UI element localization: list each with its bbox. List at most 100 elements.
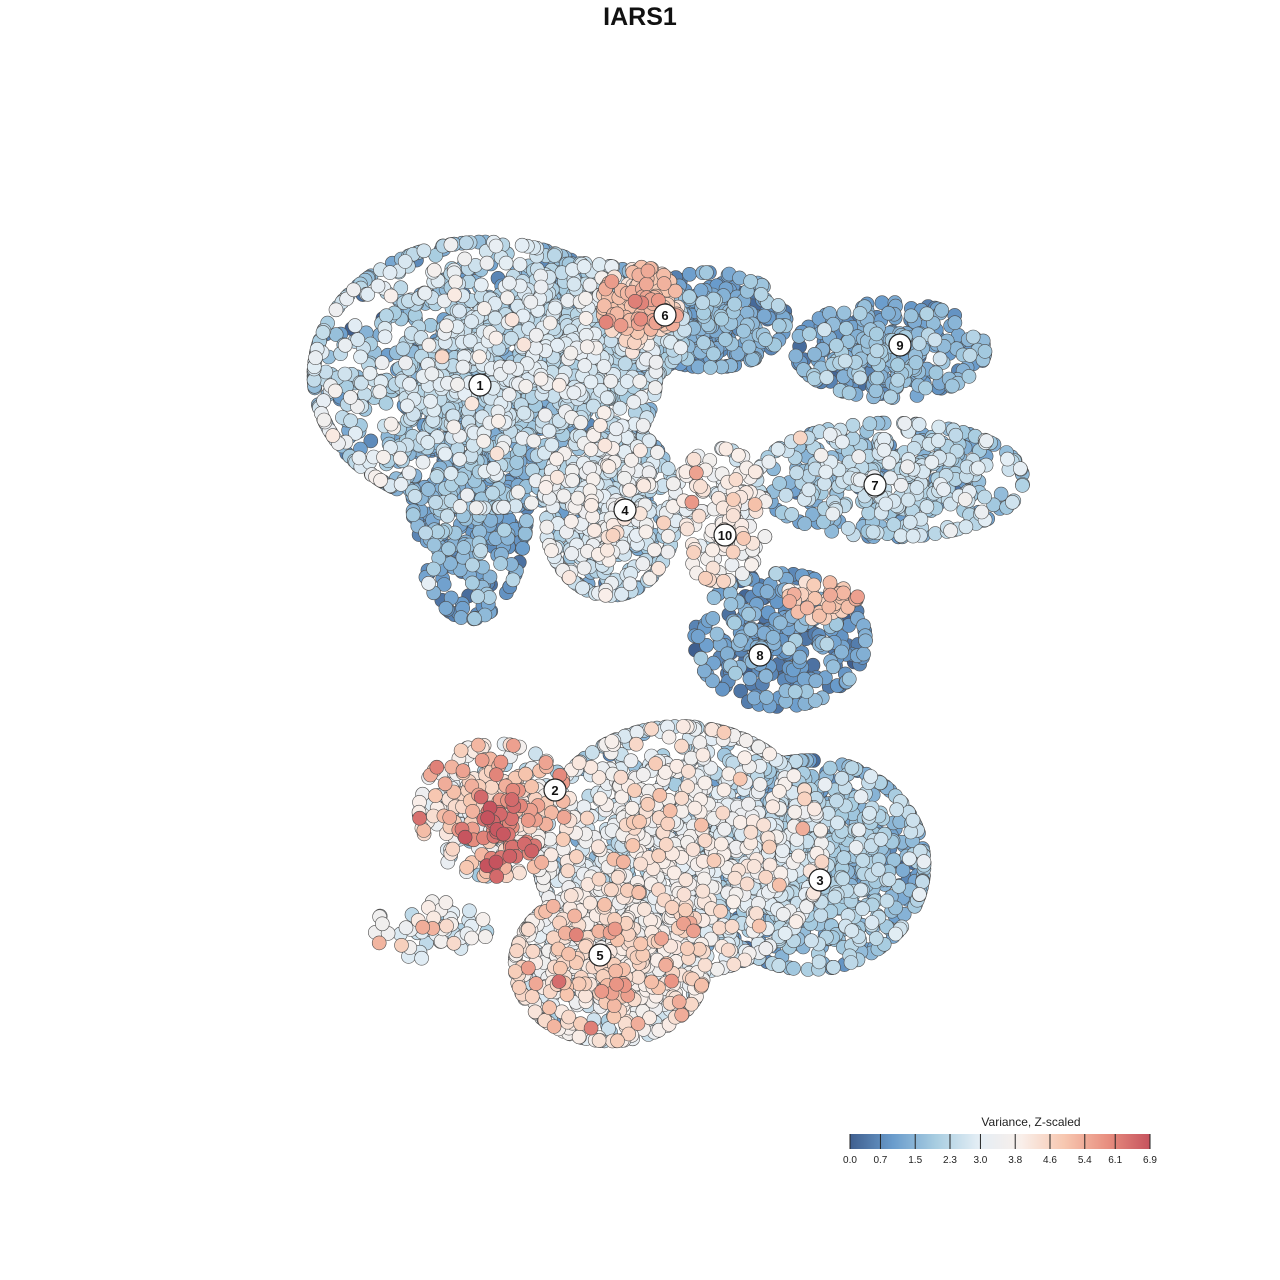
data-point: [695, 295, 711, 311]
data-point: [660, 461, 676, 476]
data-point: [429, 469, 445, 484]
data-point: [723, 597, 739, 612]
data-point: [720, 646, 735, 662]
data-point: [915, 874, 930, 890]
data-point: [428, 495, 444, 510]
data-point: [843, 955, 859, 970]
data-point: [728, 665, 743, 681]
data-point: [870, 862, 886, 877]
data-point: [807, 346, 822, 362]
data-point: [517, 526, 533, 541]
data-point: [855, 901, 870, 917]
data-point: [516, 405, 532, 421]
data-point: [703, 360, 718, 375]
data-point: [485, 485, 500, 501]
data-point: [852, 370, 868, 386]
data-point: [789, 465, 805, 481]
chart-title: IARS1: [603, 3, 677, 31]
data-point: [765, 630, 781, 645]
data-point: [496, 522, 512, 538]
data-point: [706, 590, 722, 606]
data-point: [440, 508, 455, 524]
data-point: [903, 308, 919, 324]
data-point: [416, 243, 432, 259]
data-point: [856, 646, 871, 662]
data-point: [519, 513, 534, 529]
data-point: [753, 287, 769, 302]
data-point: [681, 289, 697, 305]
data-point: [834, 644, 849, 660]
data-point: [464, 575, 480, 591]
data-point: [928, 365, 944, 381]
data-point: [746, 690, 762, 706]
data-point: [977, 489, 992, 505]
data-point: [836, 850, 852, 866]
data-point: [759, 584, 775, 600]
data-point: [807, 371, 822, 387]
data-point: [900, 492, 916, 508]
data-point: [493, 556, 508, 571]
data-point: [456, 540, 472, 555]
data-point: [733, 683, 749, 699]
data-point: [743, 274, 758, 289]
data-point: [717, 332, 733, 347]
data-point: [932, 351, 948, 367]
data-point: [862, 416, 878, 432]
data-point: [817, 322, 832, 338]
data-point: [840, 521, 856, 536]
data-point: [869, 370, 885, 386]
data-point: [858, 633, 873, 649]
data-point: [934, 302, 950, 318]
data-point: [741, 606, 757, 622]
data-point: [902, 514, 918, 530]
data-point: [836, 305, 852, 321]
data-point: [405, 507, 421, 523]
data-point: [918, 380, 933, 396]
data-point: [343, 413, 358, 429]
data-point: [705, 611, 721, 626]
data-point: [743, 622, 759, 637]
data-point: [784, 507, 800, 522]
data-point: [379, 308, 394, 324]
data-point: [948, 427, 964, 443]
data-point: [881, 872, 897, 887]
data-point: [819, 370, 835, 385]
data-point: [911, 336, 927, 351]
data-point: [772, 615, 788, 631]
data-point: [727, 296, 742, 312]
data-point: [883, 389, 898, 405]
data-point: [890, 372, 906, 388]
data-point: [745, 352, 760, 367]
data-point: [802, 326, 817, 342]
data-point: [844, 760, 860, 776]
data-point: [770, 298, 786, 313]
data-point: [845, 417, 861, 433]
data-point: [855, 853, 871, 868]
data-point: [962, 348, 978, 363]
data-point: [771, 318, 787, 334]
data-point: [515, 540, 531, 556]
data-point: [363, 433, 379, 449]
data-point: [868, 383, 884, 399]
data-point: [1005, 494, 1020, 510]
data-point: [768, 566, 784, 581]
data-point: [706, 346, 721, 362]
data-point: [868, 931, 884, 946]
data-point: [509, 455, 525, 470]
data-point: [861, 505, 877, 521]
data-point: [947, 315, 963, 331]
data-point: [420, 482, 436, 497]
data-point: [829, 338, 844, 353]
data-point: [889, 802, 905, 818]
data-point: [813, 908, 829, 923]
data-point: [825, 659, 841, 675]
data-point: [458, 235, 474, 251]
data-point: [733, 633, 748, 648]
data-point: [1015, 478, 1030, 493]
data-point: [944, 378, 960, 394]
data-point: [473, 543, 489, 558]
data-point: [315, 325, 331, 340]
data-point: [905, 812, 921, 828]
data-point: [696, 663, 712, 679]
